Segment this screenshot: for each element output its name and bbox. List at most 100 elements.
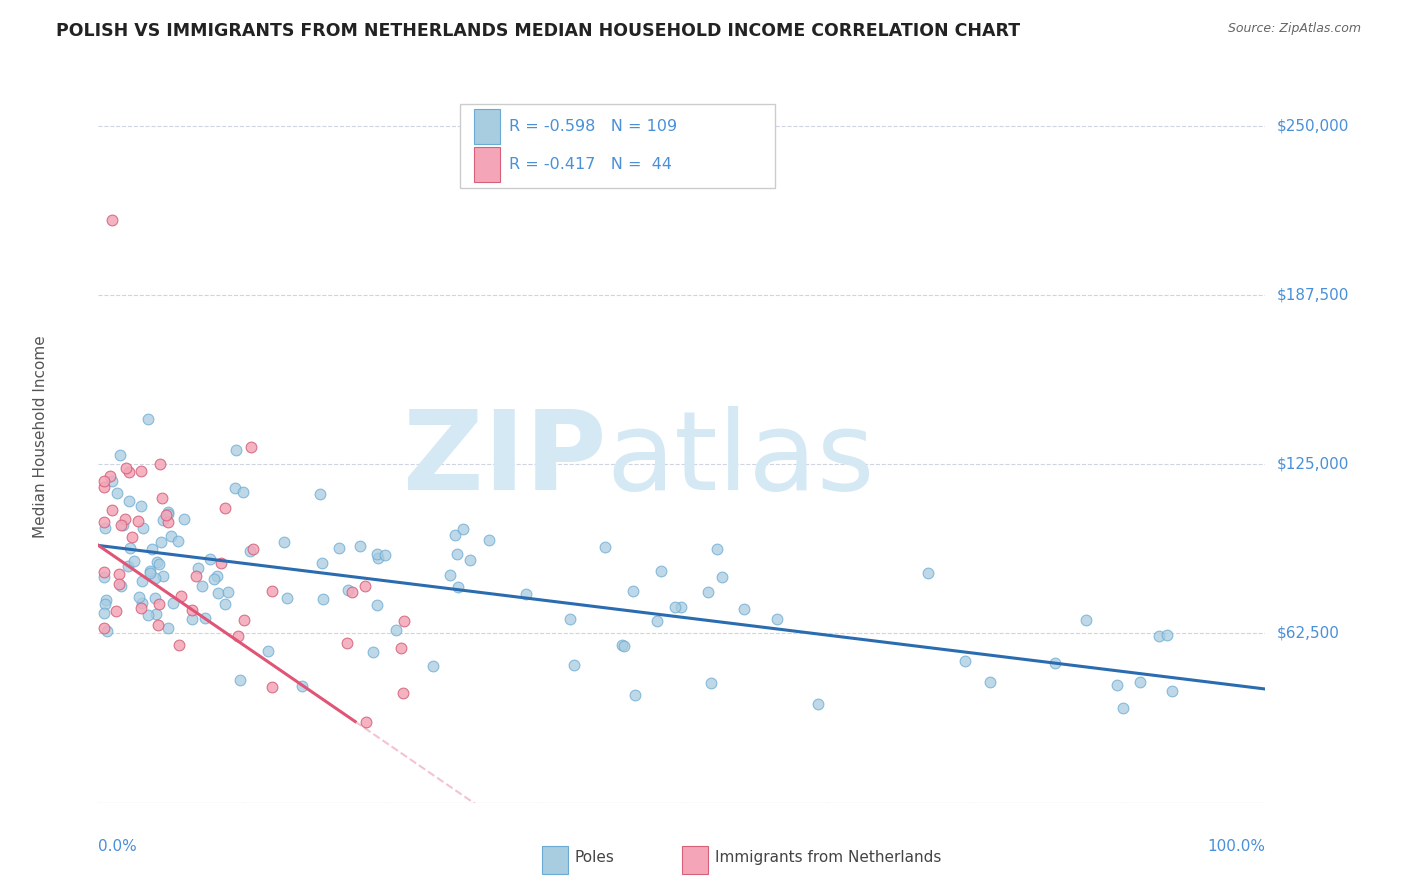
- Point: [110, 579, 132, 593]
- FancyBboxPatch shape: [460, 104, 775, 188]
- Point: [239, 544, 262, 558]
- Point: [93, 570, 115, 584]
- Point: [139, 566, 162, 581]
- Point: [108, 576, 131, 591]
- Text: Median Household Income: Median Household Income: [32, 335, 48, 539]
- Point: [146, 617, 169, 632]
- Point: [155, 508, 177, 523]
- Point: [384, 623, 406, 637]
- Point: [152, 513, 174, 527]
- Point: [127, 514, 149, 528]
- Bar: [682, 846, 707, 874]
- Point: [162, 596, 184, 610]
- Point: [94, 593, 117, 607]
- Point: [443, 527, 465, 541]
- Point: [181, 612, 204, 626]
- Point: [111, 517, 134, 532]
- Point: [340, 584, 363, 599]
- Point: [120, 541, 142, 555]
- Point: [451, 522, 474, 536]
- Point: [806, 697, 828, 711]
- Text: R = -0.417   N =  44: R = -0.417 N = 44: [509, 157, 672, 172]
- Point: [98, 468, 121, 483]
- Point: [180, 603, 202, 617]
- Point: [979, 675, 1001, 690]
- Point: [214, 500, 236, 515]
- Point: [273, 535, 295, 549]
- Point: [138, 564, 160, 578]
- Point: [354, 578, 377, 592]
- Text: $187,500: $187,500: [1277, 287, 1348, 302]
- Point: [610, 638, 633, 652]
- Point: [392, 614, 415, 628]
- Point: [624, 688, 647, 702]
- Text: $250,000: $250,000: [1277, 118, 1348, 133]
- Point: [117, 494, 139, 508]
- Point: [1045, 657, 1067, 671]
- Text: Source: ZipAtlas.com: Source: ZipAtlas.com: [1227, 22, 1361, 36]
- Point: [150, 534, 173, 549]
- Point: [669, 600, 692, 615]
- Point: [374, 548, 396, 562]
- Point: [232, 485, 254, 500]
- Point: [478, 533, 501, 547]
- Point: [336, 636, 359, 650]
- Point: [93, 566, 115, 580]
- Point: [214, 597, 236, 611]
- Point: [159, 529, 181, 543]
- Point: [1105, 677, 1128, 691]
- Point: [354, 714, 377, 729]
- Point: [953, 654, 976, 668]
- Point: [366, 598, 388, 612]
- Point: [621, 584, 644, 599]
- Point: [101, 503, 124, 517]
- Point: [94, 597, 117, 611]
- Text: R = -0.598   N = 109: R = -0.598 N = 109: [509, 119, 678, 134]
- Point: [131, 596, 153, 610]
- Text: $62,500: $62,500: [1277, 626, 1340, 641]
- Point: [131, 574, 153, 588]
- Text: Poles: Poles: [575, 850, 614, 865]
- Point: [710, 570, 733, 584]
- Point: [706, 541, 728, 556]
- Point: [700, 675, 723, 690]
- Point: [93, 606, 115, 620]
- Point: [276, 591, 298, 605]
- Point: [93, 621, 115, 635]
- Point: [143, 591, 166, 606]
- Point: [458, 553, 481, 567]
- Point: [446, 547, 468, 561]
- Text: 0.0%: 0.0%: [98, 839, 138, 855]
- Point: [187, 561, 209, 575]
- Point: [650, 564, 672, 578]
- Point: [118, 465, 141, 479]
- Point: [229, 673, 252, 688]
- Point: [613, 639, 636, 653]
- Point: [312, 592, 335, 607]
- Point: [152, 569, 174, 583]
- Point: [115, 460, 138, 475]
- Point: [128, 591, 150, 605]
- Point: [260, 584, 283, 599]
- Point: [184, 568, 207, 582]
- Point: [117, 559, 139, 574]
- Point: [156, 505, 179, 519]
- Text: Immigrants from Netherlands: Immigrants from Netherlands: [714, 850, 941, 865]
- Point: [129, 499, 152, 513]
- Point: [190, 579, 212, 593]
- Point: [562, 658, 585, 673]
- Point: [447, 580, 470, 594]
- Point: [291, 679, 314, 693]
- Point: [664, 600, 686, 615]
- Point: [558, 612, 581, 626]
- Text: $125,000: $125,000: [1277, 457, 1348, 472]
- Point: [1129, 674, 1152, 689]
- Text: POLISH VS IMMIGRANTS FROM NETHERLANDS MEDIAN HOUSEHOLD INCOME CORRELATION CHART: POLISH VS IMMIGRANTS FROM NETHERLANDS ME…: [56, 22, 1021, 40]
- Point: [93, 480, 115, 494]
- Point: [202, 572, 225, 586]
- Point: [917, 566, 939, 580]
- Point: [148, 597, 170, 611]
- Point: [697, 585, 720, 599]
- Point: [166, 534, 188, 549]
- Bar: [541, 846, 568, 874]
